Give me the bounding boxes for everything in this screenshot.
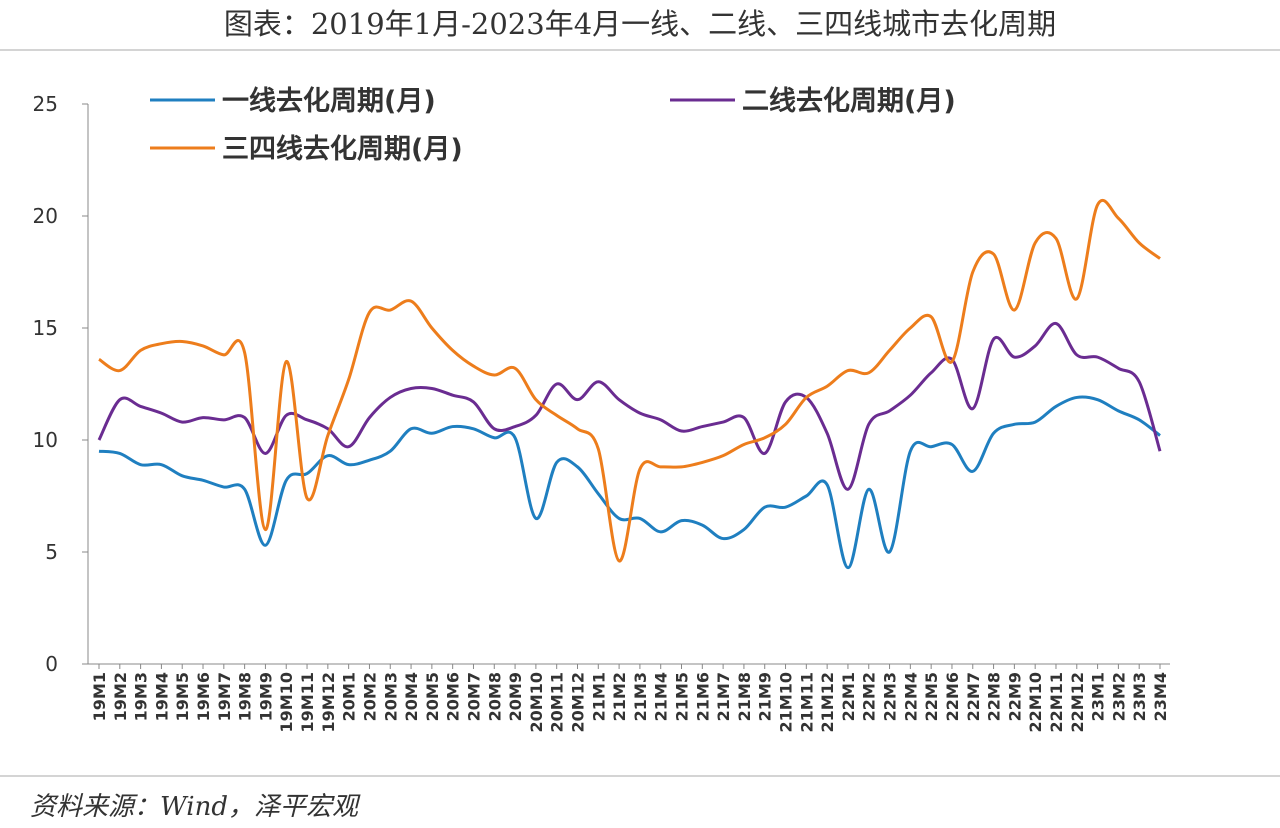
x-tick-label: 22M3 <box>881 672 900 721</box>
series-line <box>98 395 1161 570</box>
x-tick-label: 21M11 <box>797 672 816 732</box>
x-tick-label: 19M3 <box>132 672 151 721</box>
x-tick-label: 22M4 <box>901 672 920 721</box>
x-tick-label: 21M6 <box>693 672 712 721</box>
x-tick-label: 23M4 <box>1151 672 1170 721</box>
x-tick-label: 22M8 <box>985 672 1004 721</box>
chart-title: 图表：2019年1月-2023年4月一线、二线、三四线城市去化周期 <box>224 7 1056 41</box>
x-tick-label: 22M12 <box>1068 672 1087 732</box>
x-tick-label: 22M2 <box>860 672 879 721</box>
x-tick-label: 20M10 <box>527 672 546 732</box>
x-tick-label: 19M6 <box>194 672 213 721</box>
x-tick-label: 19M7 <box>215 672 234 721</box>
x-tick-label: 21M4 <box>652 672 671 721</box>
source: 资料来源：Wind，泽平宏观 <box>30 792 361 822</box>
x-tick-label: 22M6 <box>943 672 962 721</box>
x-tick-label: 21M1 <box>589 672 608 721</box>
x-tick-label: 22M1 <box>839 672 858 721</box>
x-tick-label: 20M6 <box>444 672 463 721</box>
x-tick-label: 19M4 <box>152 672 171 721</box>
x-tick-label: 23M2 <box>1109 672 1128 721</box>
x-tick-label: 19M8 <box>236 672 255 721</box>
y-tick-label: 25 <box>33 92 58 116</box>
x-tick-label: 20M1 <box>340 672 359 721</box>
x-tick-label: 22M5 <box>922 672 941 721</box>
x-tick-label: 20M12 <box>568 672 587 732</box>
x-tick-label: 19M5 <box>173 672 192 721</box>
series-line <box>97 322 1162 491</box>
y-tick-label: 15 <box>33 316 58 340</box>
legend-label: 三四线去化周期(月) <box>222 134 463 165</box>
x-tick-label: 20M9 <box>506 672 525 721</box>
x-tick-label: 21M10 <box>777 672 796 732</box>
x-tick-label: 21M3 <box>631 672 650 721</box>
x-tick-label: 21M2 <box>610 672 629 721</box>
x-tick-label: 20M5 <box>423 672 442 721</box>
x-tick-label: 19M10 <box>277 672 296 732</box>
x-tick-label: 20M3 <box>381 672 400 721</box>
x-tick-label: 22M10 <box>1026 672 1045 732</box>
x-tick-label: 22M11 <box>1047 672 1066 732</box>
x-tick-label: 20M4 <box>402 672 421 721</box>
x-tick-label: 21M8 <box>735 672 754 721</box>
x-tick-label: 19M9 <box>256 672 275 721</box>
y-tick-label: 20 <box>33 204 58 228</box>
x-tick-label: 20M8 <box>485 672 504 721</box>
x-tick-label: 20M11 <box>548 672 567 732</box>
x-tick-label: 19M2 <box>111 672 130 721</box>
legend-label: 一线去化周期(月) <box>222 86 436 117</box>
x-tick-label: 20M2 <box>360 672 379 721</box>
x-tick-label: 23M1 <box>1089 672 1108 721</box>
x-tick-label: 21M12 <box>818 672 837 732</box>
x-tick-label: 22M7 <box>964 672 983 721</box>
x-tick-label: 22M9 <box>1005 672 1024 721</box>
x-tick-label: 19M11 <box>298 672 317 732</box>
x-tick-label: 23M3 <box>1130 672 1149 721</box>
y-tick-label: 0 <box>45 652 58 676</box>
x-tick-label: 19M12 <box>319 672 338 732</box>
x-tick-label: 21M9 <box>756 672 775 721</box>
legend-label: 二线去化周期(月) <box>742 86 956 117</box>
x-tick-label: 20M7 <box>464 672 483 721</box>
y-tick-label: 5 <box>45 540 58 564</box>
x-tick-label: 21M5 <box>673 672 692 721</box>
series-line <box>98 198 1161 563</box>
x-tick-label: 21M7 <box>714 672 733 721</box>
x-tick-label: 19M1 <box>90 672 109 721</box>
y-tick-label: 10 <box>33 428 58 452</box>
